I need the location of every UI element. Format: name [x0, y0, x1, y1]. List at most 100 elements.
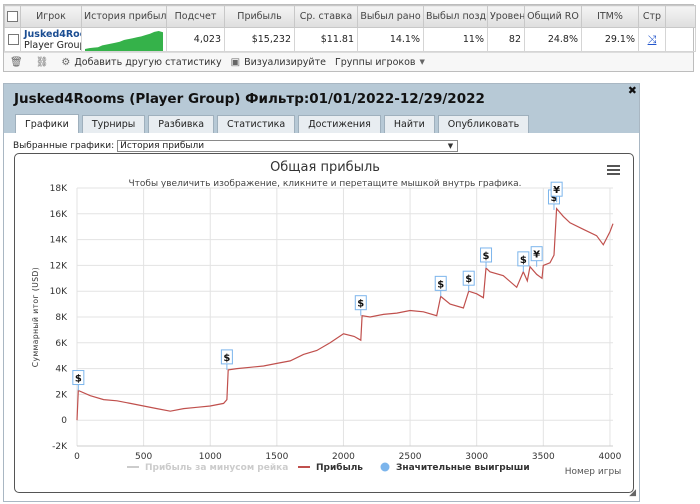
big-win-flag[interactable]: $ [220, 349, 233, 370]
y-tick-label: 12K [50, 261, 68, 271]
col-header-roi[interactable]: Общий RO [524, 5, 582, 28]
trash-icon: 🗑 [10, 56, 23, 68]
image-icon: ▣ [230, 56, 241, 68]
y-tick-label: 8K [55, 313, 68, 323]
export-icon[interactable]: ⤨ [647, 32, 657, 46]
big-win-flag[interactable]: ¥ [550, 181, 563, 203]
x-tick-label: 1500 [265, 452, 288, 462]
big-win-flag-label: $ [550, 193, 557, 204]
col-header-early[interactable]: Выбыл рано [357, 5, 424, 28]
avg-stake-cell: $11.81 [294, 27, 358, 52]
big-win-flag-label: $ [357, 299, 364, 310]
tab-tournaments[interactable]: Турниры [81, 115, 146, 133]
link-button[interactable]: ⛓ [36, 57, 53, 68]
x-axis-title: Номер игры [565, 467, 622, 477]
col-header-profit[interactable]: Прибыль [224, 5, 295, 28]
row-checkbox[interactable] [4, 27, 21, 52]
y-tick-label: 0 [61, 416, 67, 426]
col-header-itm[interactable]: ITM% [581, 5, 639, 28]
player-groups-dropdown[interactable]: Группы игроков ▼ [335, 57, 429, 68]
tab-statistics[interactable]: Статистика [217, 115, 296, 133]
add-stat-button[interactable]: ⚙ Добавить другую статистику [61, 57, 221, 68]
y-tick-label: 14K [50, 236, 68, 246]
big-win-flag[interactable]: $ [480, 247, 493, 268]
x-tick-label: 2500 [399, 452, 422, 462]
col-header-page[interactable]: Стр [638, 5, 666, 28]
y-tick-label: 10K [50, 287, 68, 297]
big-win-flag-label: $ [223, 353, 230, 364]
tab-breakdown[interactable]: Разбивка [148, 115, 215, 133]
profit-cell: $15,232 [224, 27, 295, 52]
big-win-flag[interactable]: $ [434, 275, 447, 297]
col-header-level[interactable]: Уровень [487, 5, 525, 28]
x-tick-label: 3500 [532, 452, 555, 462]
chart-select[interactable]: История прибыли ▼ [117, 140, 459, 152]
visualize-button[interactable]: ▣ Визуализируйте [231, 57, 326, 68]
big-win-flag-label: $ [520, 255, 527, 266]
y-tick-label: 6K [55, 339, 68, 349]
delete-button[interactable]: 🗑 [10, 57, 27, 68]
chevron-down-icon: ▼ [419, 58, 425, 66]
profit-sparkline [85, 30, 163, 51]
legend-label-profit: Прибыль [316, 462, 363, 473]
tab-content: Выбранные графики: История прибыли ▼ Общ… [4, 133, 639, 501]
big-win-flag[interactable]: $ [354, 295, 367, 316]
big-win-flag[interactable]: $ [517, 251, 530, 272]
big-win-flag[interactable]: $ [462, 270, 475, 292]
legend-item-profit[interactable]: Прибыль [298, 462, 363, 473]
page-cell: ⤨ [638, 27, 666, 52]
chart-selector-label: Выбранные графики: [13, 141, 115, 151]
col-header-count[interactable]: Подсчет [166, 5, 225, 28]
player-group: Player Group [24, 39, 82, 51]
tab-charts[interactable]: Графики [15, 114, 79, 133]
y-tick-label: -2K [52, 442, 68, 452]
legend-item-rake[interactable]: Прибыль за минусом рейка [127, 462, 288, 473]
y-axis-title: Суммарный итог (USD) [31, 267, 40, 367]
big-win-flag-label: $ [437, 279, 444, 290]
player-groups-label: Группы игроков [334, 56, 416, 68]
tab-achievements[interactable]: Достижения [298, 115, 381, 133]
player-graph-dialog: Jusked4Rooms (Player Group) Фильтр:01/01… [3, 83, 640, 502]
legend-item-big-wins[interactable]: Значительные выигрыши [380, 462, 530, 474]
resize-handle-icon[interactable]: ◢ [629, 488, 636, 498]
select-all-checkbox[interactable] [4, 5, 21, 28]
chart-container[interactable]: Общая прибыль Чтобы увеличить изображение… [14, 153, 634, 493]
hamburger-menu-icon[interactable] [607, 165, 620, 175]
add-stat-label: Добавить другую статистику [74, 56, 222, 68]
big-win-flag-label: ¥ [553, 185, 560, 196]
big-win-flag[interactable]: $ [72, 370, 85, 391]
col-header-player[interactable]: Игрок [20, 5, 82, 28]
col-header-avg-stake[interactable]: Ср. ставка [294, 5, 358, 28]
early-cell: 14.1% [357, 27, 424, 52]
chart-select-value: История прибыли [120, 141, 205, 151]
col-header-empty [665, 5, 696, 28]
y-tick-label: 2K [55, 390, 68, 400]
chart-selector: Выбранные графики: История прибыли ▼ [13, 140, 459, 152]
link-icon: ⛓ [35, 56, 49, 68]
x-tick-label: 2000 [332, 452, 355, 462]
chart-legend: Прибыль за минусом рейка Прибыль Значитель… [127, 462, 530, 473]
player-name[interactable]: Jusked4Rooms [24, 28, 81, 40]
stats-grid: Игрок История прибыли Подсчет Прибыль Ср… [3, 4, 696, 72]
profit-chart[interactable]: Общая прибыль Чтобы увеличить изображение… [15, 154, 635, 494]
col-header-late[interactable]: Выбыл поздн [423, 5, 488, 28]
empty-cell [665, 27, 696, 52]
tab-find[interactable]: Найти [383, 115, 435, 133]
tab-bar: Графики Турниры Разбивка Статистика Дост… [4, 114, 639, 133]
x-tick-label: 0 [74, 452, 80, 462]
big-win-flag-label: $ [483, 251, 490, 262]
player-cell[interactable]: Jusked4Rooms Player Group [20, 27, 82, 52]
level-cell: 82 [487, 27, 525, 52]
late-cell: 11% [423, 27, 488, 52]
x-tick-label: 4000 [598, 452, 621, 462]
dialog-header: Jusked4Rooms (Player Group) Фильтр:01/01… [4, 84, 639, 114]
profit-series-line[interactable] [76, 207, 614, 421]
x-tick-label: 3000 [465, 452, 488, 462]
chart-title: Общая прибыль [270, 160, 380, 175]
big-win-flag[interactable]: ¥ [530, 246, 543, 267]
close-icon[interactable]: ✖ [627, 84, 637, 97]
sparkline-area [85, 30, 163, 51]
col-header-profit-history[interactable]: История прибыли [81, 5, 167, 28]
table-row[interactable]: Jusked4Rooms Player Group 4,023 $15,232 … [4, 27, 696, 52]
tab-publish[interactable]: Опубликовать [437, 115, 530, 133]
